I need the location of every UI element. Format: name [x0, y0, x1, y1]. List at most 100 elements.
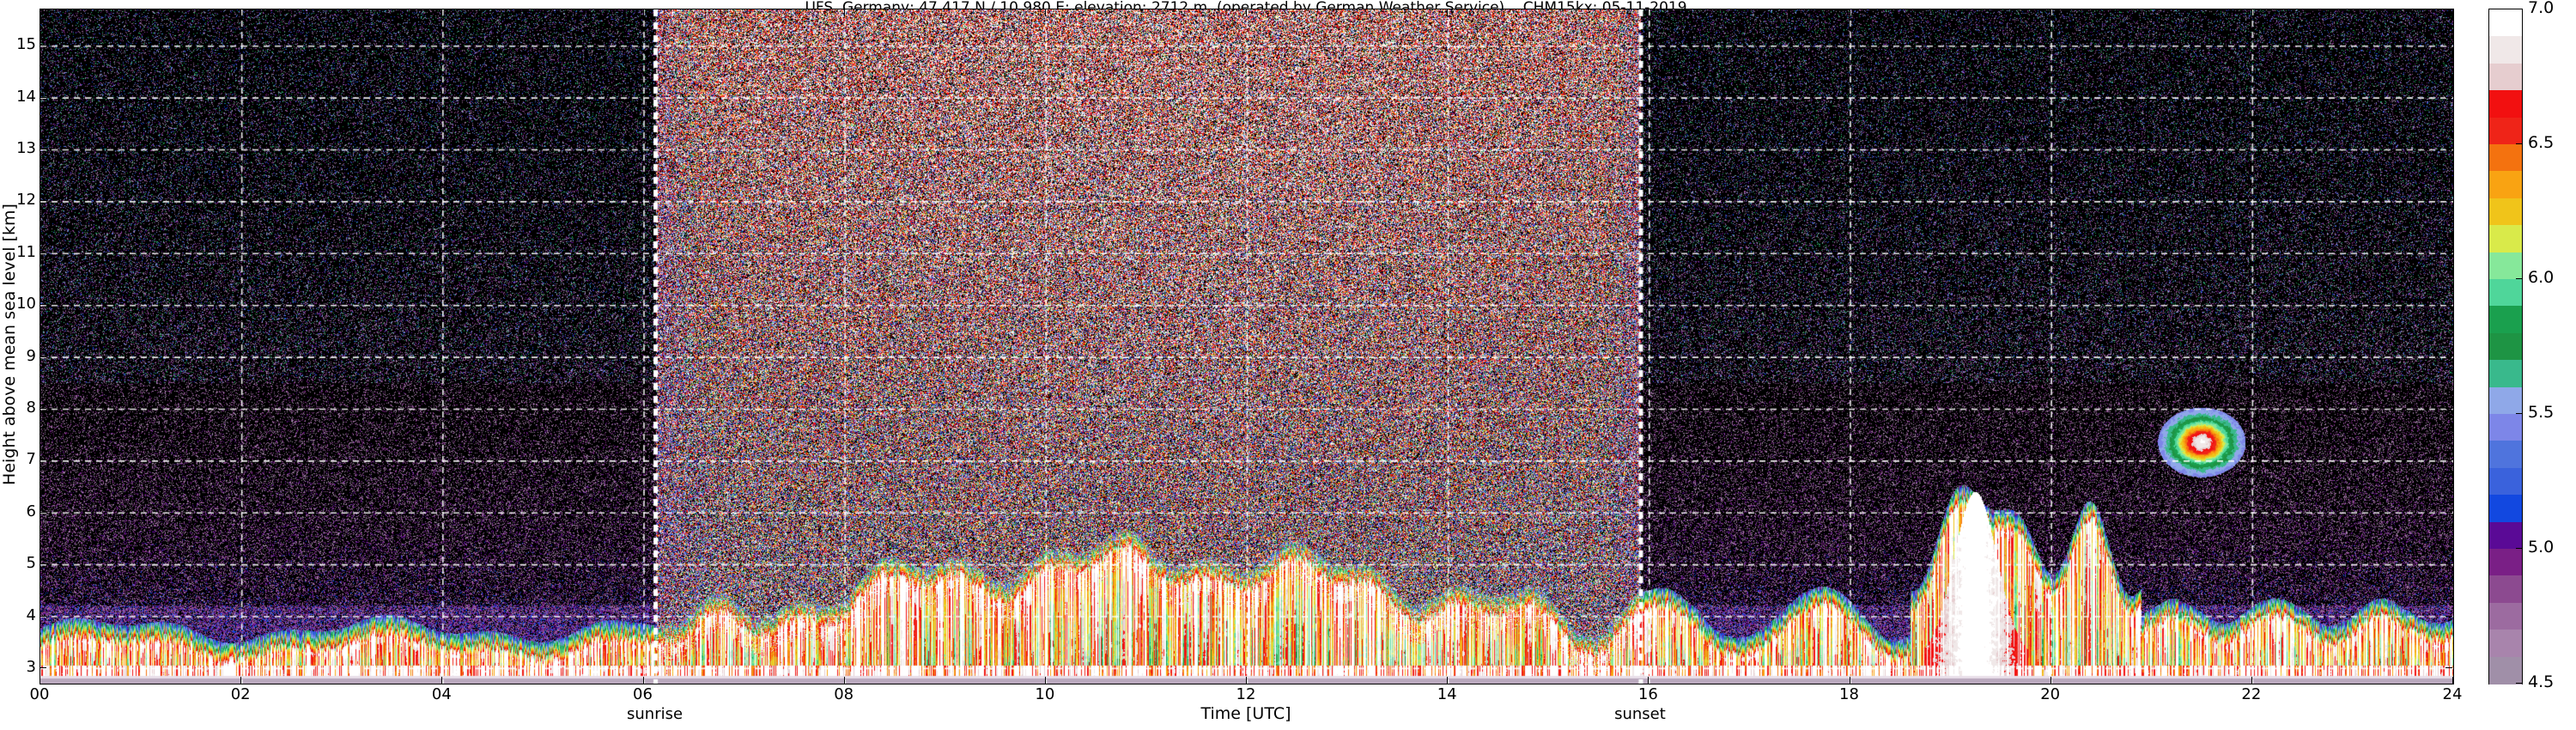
y-tick-mark-right: [2445, 252, 2452, 253]
x-tick-label: 18: [1839, 685, 1859, 703]
y-tick-mark: [39, 356, 46, 357]
y-tick-mark: [39, 407, 46, 409]
y-tick-label: 14: [16, 87, 36, 106]
y-tick-label: 11: [16, 242, 36, 261]
colorbar-band: [2489, 279, 2522, 307]
x-tick-label: 14: [1437, 685, 1457, 703]
y-tick-mark-right: [2445, 666, 2452, 668]
x-tick-label: 06: [633, 685, 653, 703]
x-tick-mark: [1648, 677, 1649, 684]
y-tick-mark-right: [2445, 407, 2452, 409]
x-tick-mark-top: [843, 9, 845, 16]
x-tick-mark: [1246, 677, 1247, 684]
y-tick-mark-right: [2445, 200, 2452, 202]
colorbar-tick-label: 4.5: [2528, 672, 2555, 691]
x-tick-label: 24: [2442, 685, 2463, 703]
y-tick-label: 4: [26, 605, 36, 624]
colorbar-band: [2489, 332, 2522, 361]
colorbar-band: [2489, 549, 2522, 576]
y-tick-label: 6: [26, 502, 36, 520]
sunset-annotation: sunset: [1614, 705, 1666, 723]
colorbar-band: [2489, 63, 2522, 91]
sunrise-annotation: sunrise: [627, 705, 683, 723]
y-tick-mark: [39, 304, 46, 306]
x-tick-mark: [1044, 677, 1046, 684]
x-tick-mark-top: [39, 9, 40, 16]
y-tick-label: 3: [26, 657, 36, 676]
x-tick-mark: [843, 677, 845, 684]
colorbar-band: [2489, 9, 2522, 37]
x-tick-label: 00: [29, 685, 50, 703]
x-tick-mark-top: [1648, 9, 1649, 16]
x-tick-mark-top: [1246, 9, 1247, 16]
x-tick-label: 04: [431, 685, 452, 703]
colorbar-band: [2489, 360, 2522, 388]
x-tick-mark-top: [441, 9, 443, 16]
x-tick-mark-top: [2251, 9, 2252, 16]
colorbar-band: [2489, 144, 2522, 172]
colorbar-band: [2489, 441, 2522, 469]
colorbar-band: [2489, 90, 2522, 119]
colorbar-band: [2489, 198, 2522, 226]
colorbar-band: [2489, 225, 2522, 253]
y-tick-mark: [39, 615, 46, 617]
y-tick-mark: [39, 45, 46, 46]
y-tick-mark: [39, 252, 46, 253]
x-tick-label: 02: [230, 685, 251, 703]
x-tick-mark: [240, 677, 242, 684]
y-tick-label: 10: [16, 295, 36, 313]
colorbar-tick-mark: [2516, 143, 2522, 144]
y-tick-mark: [39, 459, 46, 461]
colorbar-band: [2489, 495, 2522, 523]
colorbar: [2488, 9, 2523, 684]
colorbar-band: [2489, 306, 2522, 334]
y-tick-mark: [39, 563, 46, 565]
colorbar-tick-label: 7.0: [2528, 0, 2555, 17]
x-tick-label: 22: [2241, 685, 2262, 703]
y-axis-label: Height above mean sea level [km]: [0, 204, 19, 485]
plot-area: [39, 9, 2454, 684]
x-tick-label: 16: [1637, 685, 1658, 703]
colorbar-band: [2489, 171, 2522, 199]
y-tick-mark-right: [2445, 356, 2452, 357]
y-tick-mark: [39, 96, 46, 98]
colorbar-band: [2489, 521, 2522, 550]
colorbar-band: [2489, 117, 2522, 145]
x-tick-mark: [39, 677, 40, 684]
y-tick-mark-right: [2445, 304, 2452, 306]
colorbar-band: [2489, 602, 2522, 630]
colorbar-band: [2489, 36, 2522, 64]
y-tick-mark-right: [2445, 96, 2452, 98]
colorbar-tick-mark: [2516, 413, 2522, 414]
y-tick-mark-right: [2445, 459, 2452, 461]
x-tick-mark-top: [2452, 9, 2453, 16]
x-tick-mark: [642, 677, 644, 684]
colorbar-band: [2489, 630, 2522, 658]
x-tick-label: 20: [2040, 685, 2061, 703]
colorbar-tick-mark: [2516, 548, 2522, 549]
y-tick-label: 5: [26, 554, 36, 573]
colorbar-tick-mark: [2516, 278, 2522, 279]
y-tick-mark-right: [2445, 511, 2452, 513]
y-tick-label: 8: [26, 398, 36, 417]
y-tick-label: 12: [16, 191, 36, 210]
x-tick-mark-top: [642, 9, 644, 16]
colorbar-band: [2489, 467, 2522, 496]
colorbar-band: [2489, 386, 2522, 415]
x-tick-mark: [2050, 677, 2051, 684]
x-tick-mark: [2251, 677, 2252, 684]
y-tick-label: 13: [16, 139, 36, 158]
colorbar-tick-mark: [2516, 683, 2522, 684]
colorbar-tick-label: 6.0: [2528, 268, 2555, 287]
colorbar-band: [2489, 575, 2522, 604]
colorbar-band: [2489, 414, 2522, 441]
x-axis-label: Time [UTC]: [1200, 704, 1291, 723]
x-tick-mark-top: [1044, 9, 1046, 16]
colorbar-band: [2489, 656, 2522, 684]
x-tick-mark: [441, 677, 443, 684]
y-tick-label: 7: [26, 450, 36, 469]
x-tick-mark: [1447, 677, 1449, 684]
y-tick-label: 9: [26, 346, 36, 365]
x-tick-label: 10: [1035, 685, 1055, 703]
